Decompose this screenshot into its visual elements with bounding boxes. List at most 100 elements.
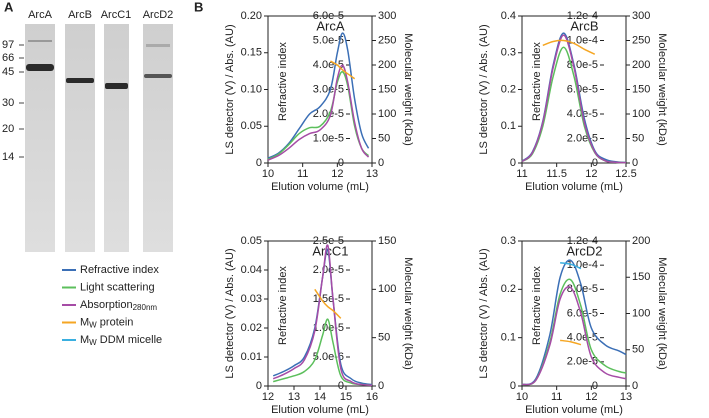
- y3-tick-label: 0: [338, 380, 344, 392]
- x-tick-label: 13: [620, 391, 632, 403]
- gel-band: [144, 74, 172, 78]
- y3-tick-label: 2.0e-5: [567, 132, 598, 144]
- y3-tick-label: 5.0e-5: [313, 34, 344, 46]
- gel-band: [28, 40, 52, 42]
- x-tick-label: 14: [314, 391, 326, 403]
- y2-tick-label: 0: [378, 380, 384, 392]
- gel-lane: [65, 24, 95, 252]
- y3-tick-label: 1.0e-4: [567, 34, 598, 46]
- y2-tick-label: 0: [378, 157, 384, 169]
- marker-label: 30: [2, 97, 14, 109]
- series-line: [314, 288, 342, 319]
- y-tick-label: 0.20: [241, 10, 262, 22]
- legend-label: Refractive index: [80, 264, 159, 276]
- y3-tick-label: 1.2e-4: [567, 10, 598, 22]
- y-tick-label: 0.05: [241, 120, 262, 132]
- panel-label: B: [194, 0, 203, 14]
- y3-tick-label: 4.0e-5: [567, 332, 598, 344]
- lane-label: ArcC1: [101, 9, 132, 21]
- y2-tick-label: 50: [632, 344, 644, 356]
- y2-tick-label: 0: [632, 157, 638, 169]
- y3-tick-label: 0: [338, 157, 344, 169]
- y2-axis-title: Molecular weight (kDa): [402, 33, 414, 145]
- y2-tick-label: 100: [632, 108, 650, 120]
- y-tick-label: 0.01: [241, 351, 262, 363]
- y3-tick-label: 2.0e-5: [313, 108, 344, 120]
- x-tick-label: 11: [551, 391, 562, 403]
- y2-tick-label: 100: [632, 307, 650, 319]
- legend-label-part: M: [80, 316, 89, 328]
- x-tick-label: 11.5: [546, 168, 567, 180]
- gel-lane: [143, 24, 173, 252]
- x-tick-label: 12: [331, 168, 343, 180]
- series-line: [272, 318, 373, 387]
- x-tick-label: 12: [262, 391, 274, 403]
- lane-label: ArcB: [68, 9, 92, 21]
- series-line: [560, 262, 582, 270]
- x-tick-label: 12.5: [615, 168, 636, 180]
- chart-title: ArcA: [316, 18, 345, 33]
- legend-label-subscript: W: [89, 338, 97, 347]
- series-line: [267, 32, 370, 159]
- gel-band: [26, 64, 54, 71]
- y-axis-title: LS detector (V) / Abs. (AU): [224, 248, 236, 378]
- gel-band: [146, 44, 170, 47]
- y3-tick-label: 1.2e-4: [567, 235, 598, 247]
- series-line: [272, 244, 373, 387]
- legend: [62, 269, 76, 341]
- series-line: [267, 64, 370, 161]
- y-tick-label: 0: [510, 157, 516, 169]
- chart-title: ArcD2: [566, 243, 602, 258]
- y-tick-label: 0.1: [501, 120, 516, 132]
- x-tick-label: 11: [516, 168, 527, 180]
- y2-axis-title: Molecular weight (kDa): [656, 257, 668, 369]
- y-axis-title: LS detector (V) / Abs. (AU): [224, 24, 236, 154]
- y3-tick-label: 2.0e-5: [567, 356, 598, 368]
- legend-label: Absorption280nm: [80, 299, 157, 312]
- y-tick-label: 0.1: [501, 332, 516, 344]
- y-tick-label: 0.3: [501, 235, 516, 247]
- y3-axis-title: Refractive index: [531, 266, 543, 345]
- legend-label-part: protein: [97, 316, 134, 328]
- legend-label-subscript: 280nm: [133, 303, 158, 312]
- y-tick-label: 0.10: [241, 83, 262, 95]
- y3-tick-label: 2.0e-5: [313, 264, 344, 276]
- y-tick-label: 0.05: [241, 235, 262, 247]
- gel-band: [105, 83, 128, 89]
- legend-label-subscript: W: [89, 321, 97, 330]
- y-tick-label: 0: [510, 380, 516, 392]
- y2-tick-label: 150: [378, 235, 396, 247]
- y3-axis-title: Refractive index: [277, 42, 289, 121]
- y-tick-label: 0: [256, 157, 262, 169]
- x-tick-label: 10: [262, 168, 274, 180]
- legend-label: Light scattering: [80, 281, 155, 293]
- y2-tick-label: 100: [378, 108, 396, 120]
- y-tick-label: 0: [256, 380, 262, 392]
- series-line: [267, 71, 370, 161]
- marker-label: 66: [2, 52, 14, 64]
- x-tick-label: 10: [516, 391, 528, 403]
- y2-tick-label: 50: [378, 332, 390, 344]
- gel-lane: [104, 24, 129, 252]
- marker-label: 14: [2, 151, 14, 163]
- series-line: [330, 60, 356, 80]
- y3-tick-label: 0: [592, 157, 598, 169]
- x-tick-label: 15: [340, 391, 352, 403]
- y-tick-label: 0.2: [501, 283, 516, 295]
- y2-tick-label: 200: [378, 59, 396, 71]
- y2-tick-label: 250: [632, 34, 650, 46]
- gel: ArcA ArcB ArcC1 ArcD2 97 66 45 30 20 14: [2, 9, 173, 252]
- x-tick-label: 11: [297, 168, 308, 180]
- y3-tick-label: 6.0e-5: [313, 10, 344, 22]
- legend-label-part: Absorption: [80, 299, 133, 311]
- x-tick-label: 16: [366, 391, 378, 403]
- legend-label: MW DDM micelle: [80, 334, 162, 347]
- y-tick-label: 0.03: [241, 293, 262, 305]
- y2-tick-label: 150: [378, 83, 396, 95]
- y2-tick-label: 50: [632, 132, 644, 144]
- y2-tick-label: 50: [378, 132, 390, 144]
